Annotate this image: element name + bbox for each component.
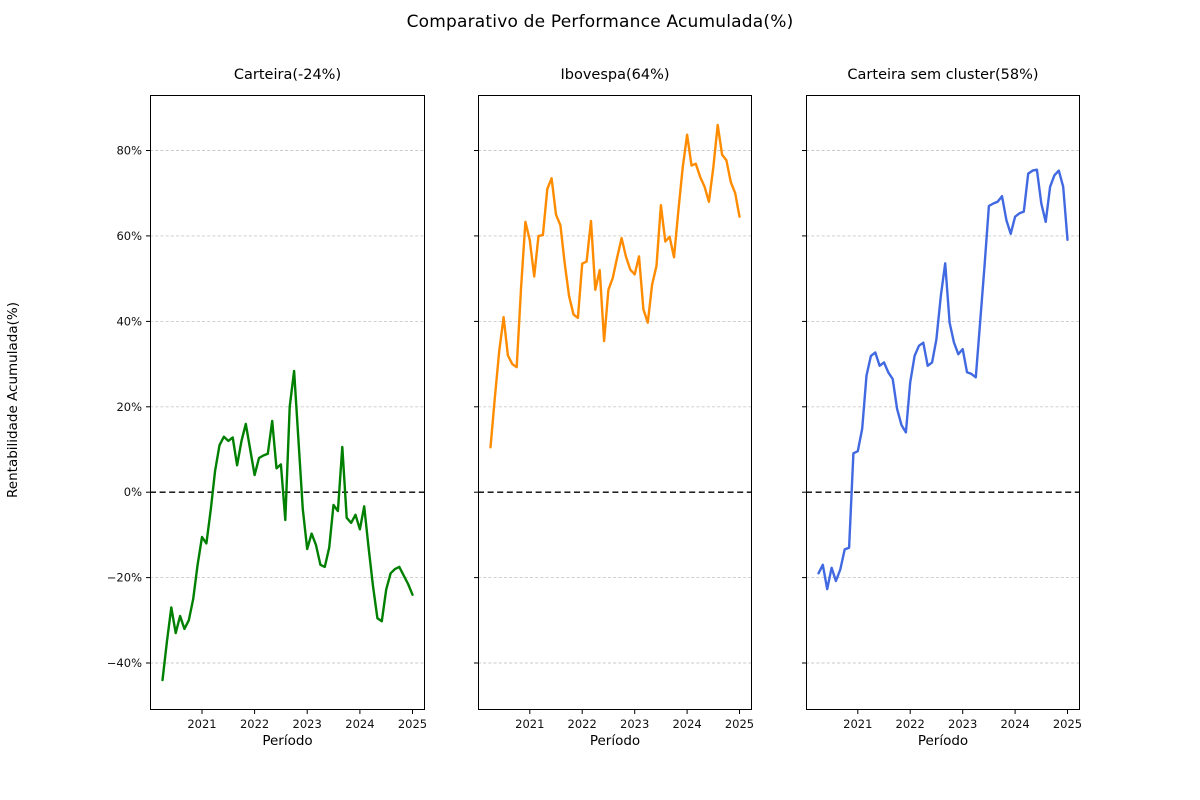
series-line bbox=[817, 168, 1069, 591]
subplot-title-carteira: Carteira(-24%) bbox=[233, 67, 342, 83]
x-tick-label: 2024 bbox=[1000, 717, 1029, 731]
y-tick-label: 80% bbox=[116, 144, 142, 158]
x-tick-label: 2022 bbox=[240, 717, 269, 731]
figure-title: Comparativo de Performance Acumulada(%) bbox=[406, 12, 794, 32]
subplot-carteira-sem-cluster: Carteira sem cluster(58%) 2021 2022 2023 20… bbox=[802, 67, 1082, 749]
y-tick-label: 60% bbox=[116, 229, 142, 243]
y-tick-label: −20% bbox=[107, 571, 142, 585]
x-tick-label: 2021 bbox=[515, 717, 544, 731]
subplot-title-carteira-sem-cluster: Carteira sem cluster(58%) bbox=[847, 67, 1039, 83]
y-axis-label: Rentabilidade Acumulada(%) bbox=[5, 302, 21, 498]
x-axis-label-carteira-sem-cluster: Período bbox=[917, 733, 969, 749]
x-tick-label: 2021 bbox=[187, 717, 216, 731]
series-line bbox=[489, 123, 741, 449]
line-plot-carteira-sem-cluster: 2021 2022 2023 2024 2025 bbox=[802, 95, 1082, 731]
x-axis-label-carteira: Período bbox=[262, 733, 313, 749]
x-tick-label: 2023 bbox=[293, 717, 322, 731]
subplot-ibovespa: Ibovespa(64%) 2021 2022 2023 2024 2025 Perío… bbox=[474, 67, 754, 749]
line-plot-ibovespa: 2021 2022 2023 2024 2025 bbox=[474, 95, 754, 731]
x-tick-label: 2025 bbox=[398, 717, 427, 731]
plot-border bbox=[150, 95, 425, 710]
x-tick-label: 2025 bbox=[1053, 717, 1082, 731]
x-tick-label: 2024 bbox=[345, 717, 374, 731]
line-plot-carteira: 80% 60% 40% 20% 0% −20% −40% 2021 2022 2023 2024 20… bbox=[107, 95, 427, 731]
y-tick-label: 40% bbox=[116, 314, 142, 328]
y-tick-label: 0% bbox=[124, 485, 142, 499]
y-tick-label: −40% bbox=[107, 656, 142, 670]
x-tick-label: 2021 bbox=[843, 717, 872, 731]
plot-border bbox=[478, 95, 752, 710]
x-tick-label: 2024 bbox=[672, 717, 701, 731]
x-tick-label: 2022 bbox=[896, 717, 925, 731]
x-tick-label: 2023 bbox=[620, 717, 649, 731]
x-axis-label-ibovespa: Período bbox=[589, 733, 641, 749]
subplot-title-ibovespa: Ibovespa(64%) bbox=[560, 67, 670, 83]
x-tick-label: 2025 bbox=[725, 717, 754, 731]
series-line bbox=[161, 369, 414, 682]
subplot-carteira: Carteira(-24%) 80% 60% 40% 20% 0% −20% −40% 202… bbox=[107, 67, 427, 749]
plot-border bbox=[806, 95, 1080, 710]
x-tick-label: 2023 bbox=[948, 717, 977, 731]
x-tick-label: 2022 bbox=[568, 717, 597, 731]
y-tick-label: 20% bbox=[116, 400, 142, 414]
